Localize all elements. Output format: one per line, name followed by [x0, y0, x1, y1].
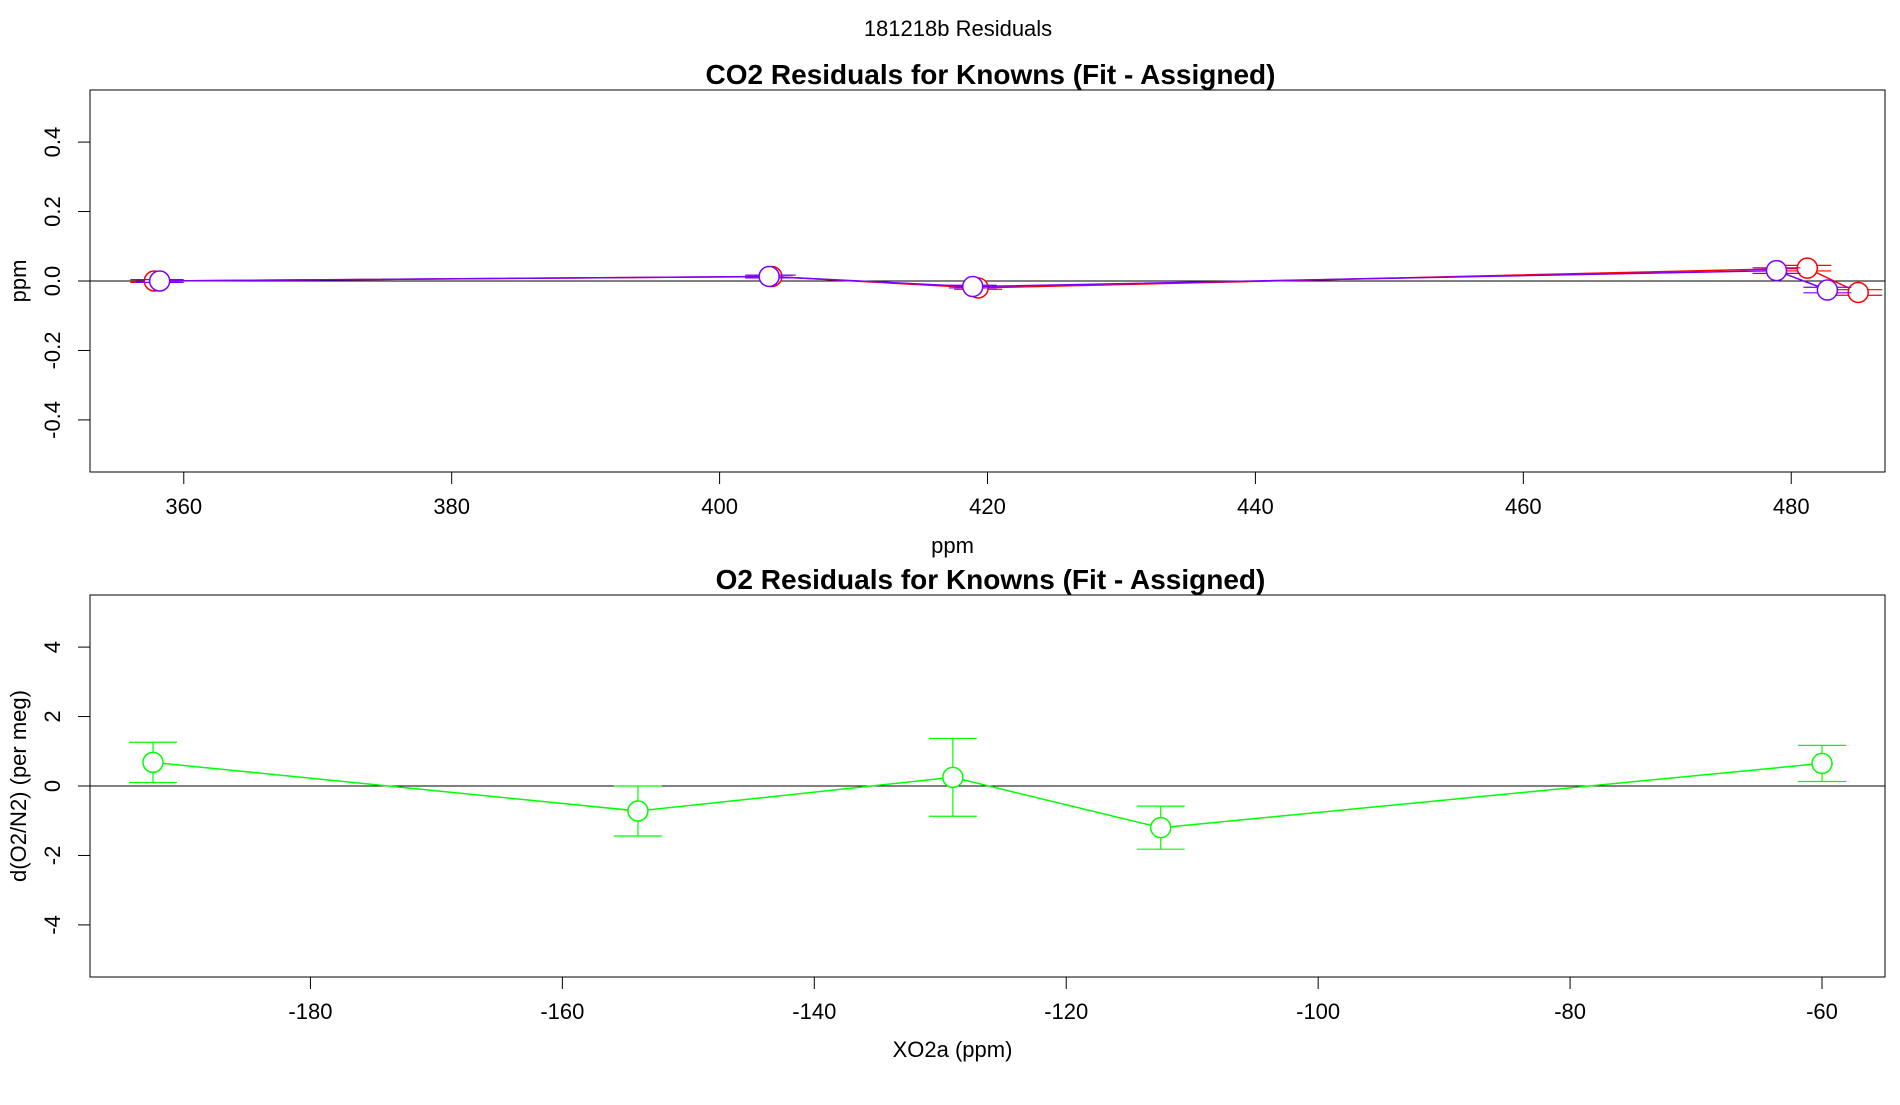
page-title: 181218b Residuals	[864, 16, 1052, 41]
plot1-ytick-label: -0.2	[40, 331, 65, 369]
plot2-xtick-label: -160	[540, 999, 584, 1024]
plot2-ylabel: d(O2/N2) (per meg)	[6, 690, 31, 882]
plot2-ytick-label: -4	[40, 915, 65, 935]
plot2-data-point	[142, 751, 164, 774]
plot2-xtick-label: -140	[792, 999, 836, 1024]
plot1-xlabel: ppm	[931, 533, 974, 558]
plot2-xtick-label: -120	[1044, 999, 1088, 1024]
plot2-xtick-label: -100	[1296, 999, 1340, 1024]
plot1-data-point	[1765, 259, 1788, 282]
plot2-xtick-label: -80	[1554, 999, 1586, 1024]
plot2-series-line	[152, 761, 1823, 829]
plot1-ytick-label: 0.2	[40, 196, 65, 227]
plot1-xtick-label: 360	[165, 494, 202, 519]
plot2-ytick-label: 0	[40, 780, 65, 792]
plot1-data-point	[962, 275, 984, 298]
plot2-xlabel: XO2a (ppm)	[893, 1037, 1013, 1062]
plot1-data-point	[148, 270, 171, 292]
plot2-ytick-label: 4	[40, 641, 65, 653]
plot1-xtick-label: 460	[1505, 494, 1542, 519]
plot1-xtick-label: 380	[433, 494, 470, 519]
plot1-series-line	[154, 267, 1859, 294]
plot1-ytick-label: -0.4	[40, 401, 65, 439]
plot1-ytick-label: 0.0	[40, 266, 65, 297]
plot1-data-point	[1816, 279, 1839, 301]
plot1-data-point	[758, 265, 780, 288]
plot2-series-1	[128, 737, 1847, 850]
plot2-data-point	[942, 766, 964, 789]
plot2-title: O2 Residuals for Knowns (Fit - Assigned)	[716, 564, 1266, 595]
plot2-data-point	[1811, 752, 1833, 775]
plot2-xtick-label: -60	[1806, 999, 1838, 1024]
plot1-series-2	[135, 259, 1852, 301]
plot1-xtick-label: 440	[1237, 494, 1274, 519]
plot1-series-1	[130, 257, 1883, 304]
plot1-xtick-label: 420	[969, 494, 1006, 519]
plot2-ytick-label: 2	[40, 710, 65, 722]
plot1: CO2 Residuals for Knowns (Fit - Assigned…	[6, 59, 1886, 558]
plot1-xtick-label: 480	[1773, 494, 1810, 519]
plot1-ytick-label: 0.4	[40, 127, 65, 158]
plot2-xtick-label: -180	[288, 999, 332, 1024]
plot2-ytick-label: -2	[40, 846, 65, 866]
plot1-ylabel: ppm	[6, 260, 31, 303]
plot2-data-point	[627, 800, 649, 822]
plot2-data-point	[1149, 816, 1172, 839]
plot2: O2 Residuals for Knowns (Fit - Assigned)…	[6, 564, 1886, 1062]
plot1-title: CO2 Residuals for Knowns (Fit - Assigned…	[706, 59, 1276, 90]
plot1-xtick-label: 400	[701, 494, 738, 519]
